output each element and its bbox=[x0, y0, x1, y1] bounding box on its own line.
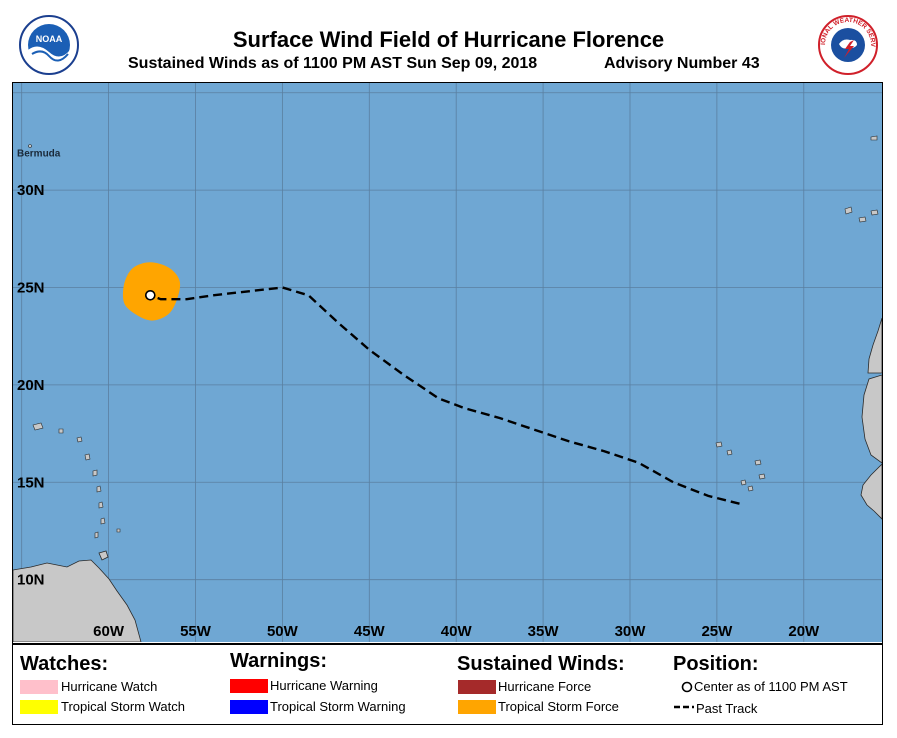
svg-text:NOAA: NOAA bbox=[36, 34, 63, 44]
past-track-dash-icon bbox=[674, 705, 694, 709]
lon-label: 50W bbox=[267, 623, 299, 640]
place-labels: Bermuda bbox=[17, 148, 61, 159]
lesser-antilles bbox=[32, 422, 121, 539]
storm-center-marker bbox=[145, 290, 156, 301]
past-track-polyline bbox=[149, 286, 740, 505]
storm-center-circle bbox=[145, 290, 156, 301]
past-track-line bbox=[149, 286, 740, 505]
center-legend-label: Center as of 1100 PM AST bbox=[694, 679, 848, 694]
tropical-storm-warning-label: Tropical Storm Warning bbox=[270, 699, 406, 714]
graticule bbox=[13, 83, 882, 642]
map-subtitle: Sustained Winds as of 1100 PM AST Sun Se… bbox=[128, 55, 538, 72]
trinidad-island bbox=[98, 550, 109, 561]
hurricane-warning-label: Hurricane Warning bbox=[270, 678, 378, 693]
position-heading: Position: bbox=[673, 653, 759, 675]
map-title: Surface Wind Field of Hurricane Florence bbox=[232, 27, 665, 52]
lat-label: 15N bbox=[17, 474, 45, 491]
watches-heading: Watches: bbox=[20, 653, 109, 675]
advisory-number: Advisory Number 43 bbox=[604, 55, 760, 72]
lon-label: 35W bbox=[528, 623, 560, 640]
map-legend: Watches: Hurricane Watch Tropical Storm … bbox=[13, 643, 882, 724]
latitude-labels: 30N 25N 20N 15N 10N bbox=[17, 182, 45, 589]
nws-logo: NATIONAL WEATHER SERVICE bbox=[817, 14, 878, 75]
tropical-storm-force-swatch bbox=[458, 700, 496, 714]
lon-label: 25W bbox=[701, 623, 733, 640]
noaa-logo: NOAA bbox=[19, 15, 79, 75]
islands bbox=[28, 135, 879, 539]
past-track-legend-label: Past Track bbox=[696, 701, 758, 716]
tropical-storm-warning-swatch bbox=[230, 700, 268, 714]
lon-label: 60W bbox=[93, 623, 125, 640]
lat-label: 10N bbox=[17, 572, 45, 589]
africa-coast-south bbox=[860, 463, 882, 520]
hurricane-force-label: Hurricane Force bbox=[498, 679, 592, 694]
tropical-storm-force-label: Tropical Storm Force bbox=[498, 699, 619, 714]
tropical-storm-watch-label: Tropical Storm Watch bbox=[61, 699, 186, 714]
place-label-bermuda: Bermuda bbox=[17, 148, 61, 159]
hurricane-watch-swatch bbox=[20, 680, 58, 694]
bermuda-island bbox=[28, 144, 32, 148]
map-header: NOAA Surface Wind Field of Hurricane Flo… bbox=[0, 0, 897, 82]
africa-coast-north bbox=[867, 317, 882, 374]
lon-label: 45W bbox=[354, 623, 386, 640]
ocean-area bbox=[13, 83, 882, 642]
map-canvas: 30N 25N 20N 15N 10N 60W 55W 50W 45W 40W 35W 30W 25W… bbox=[13, 83, 882, 642]
lon-label: 55W bbox=[180, 623, 212, 640]
longitude-labels: 60W 55W 50W 45W 40W 35W 30W 25W 20W bbox=[93, 623, 820, 640]
lat-label: 25N bbox=[17, 280, 45, 297]
canary-islands bbox=[844, 206, 879, 223]
sustained-winds-heading: Sustained Winds: bbox=[457, 653, 625, 675]
tropical-storm-watch-swatch bbox=[20, 700, 58, 714]
western-sahara-coast bbox=[861, 374, 882, 464]
lon-label: 20W bbox=[788, 623, 820, 640]
lon-label: 30W bbox=[615, 623, 647, 640]
hurricane-watch-label: Hurricane Watch bbox=[61, 679, 158, 694]
warnings-heading: Warnings: bbox=[230, 650, 328, 672]
center-circle-icon bbox=[681, 681, 693, 693]
map-frame bbox=[12, 82, 883, 725]
hurricane-warning-swatch bbox=[230, 679, 268, 693]
lon-label: 40W bbox=[441, 623, 473, 640]
lat-label: 20N bbox=[17, 377, 45, 394]
cape-verde-islands bbox=[715, 441, 766, 492]
land-masses bbox=[13, 317, 882, 642]
madeira-island bbox=[870, 135, 878, 141]
south-america-coast bbox=[13, 559, 142, 642]
lat-label: 30N bbox=[17, 182, 45, 199]
hurricane-force-swatch bbox=[458, 680, 496, 694]
